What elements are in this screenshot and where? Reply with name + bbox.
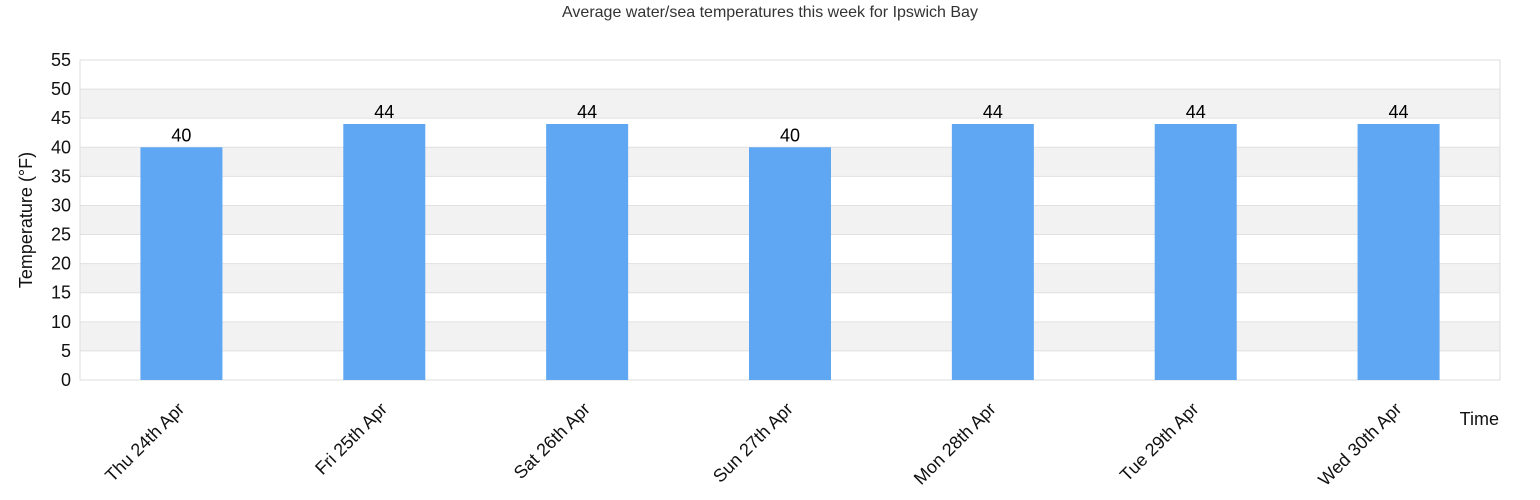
data-label: 44 bbox=[374, 102, 394, 122]
data-label: 44 bbox=[983, 102, 1003, 122]
x-tick-label: Mon 28th Apr bbox=[910, 399, 1000, 489]
y-axis-tick-labels: 0 5 10 15 20 25 30 35 40 45 50 55 bbox=[51, 50, 71, 390]
bar bbox=[343, 124, 426, 380]
y-tick-label: 45 bbox=[51, 108, 71, 128]
y-tick-label: 25 bbox=[51, 225, 71, 245]
data-label: 40 bbox=[780, 125, 800, 145]
grid-band bbox=[80, 118, 1500, 148]
y-tick-label: 35 bbox=[51, 166, 71, 186]
bar bbox=[951, 124, 1034, 380]
x-tick-label: Fri 25th Apr bbox=[311, 399, 391, 479]
bar bbox=[749, 147, 831, 380]
grid-band bbox=[80, 60, 1500, 90]
x-axis-title: Time bbox=[1460, 409, 1499, 429]
y-tick-label: 40 bbox=[51, 137, 71, 157]
bars bbox=[140, 124, 1440, 380]
x-tick-label: Sun 27th Apr bbox=[709, 399, 797, 487]
data-label: 44 bbox=[577, 102, 597, 122]
y-tick-label: 20 bbox=[51, 254, 71, 274]
y-tick-label: 15 bbox=[51, 283, 71, 303]
bar bbox=[140, 147, 223, 380]
x-tick-label: Sat 26th Apr bbox=[510, 399, 594, 483]
y-tick-label: 5 bbox=[61, 341, 71, 361]
chart-title: Average water/sea temperatures this week… bbox=[562, 4, 978, 21]
data-label: 40 bbox=[171, 125, 191, 145]
grid-band bbox=[80, 89, 1500, 119]
y-axis-title: Temperature (°F) bbox=[16, 152, 36, 288]
x-tick-label: Tue 29th Apr bbox=[1116, 399, 1203, 486]
bar bbox=[1357, 124, 1440, 380]
x-tick-label: Thu 24th Apr bbox=[101, 399, 188, 486]
bar bbox=[1154, 124, 1237, 380]
y-tick-label: 50 bbox=[51, 79, 71, 99]
y-tick-label: 30 bbox=[51, 195, 71, 215]
bar bbox=[546, 124, 629, 380]
data-labels: 40 44 44 40 44 44 44 bbox=[171, 102, 1408, 145]
y-tick-label: 10 bbox=[51, 312, 71, 332]
y-tick-label: 55 bbox=[51, 50, 71, 70]
x-axis-tick-labels: Thu 24th Apr Fri 25th Apr Sat 26th Apr Sun … bbox=[101, 399, 1405, 490]
data-label: 44 bbox=[1389, 102, 1409, 122]
y-tick-label: 0 bbox=[61, 370, 71, 390]
x-tick-label: Wed 30th Apr bbox=[1314, 399, 1405, 490]
data-label: 44 bbox=[1186, 102, 1206, 122]
